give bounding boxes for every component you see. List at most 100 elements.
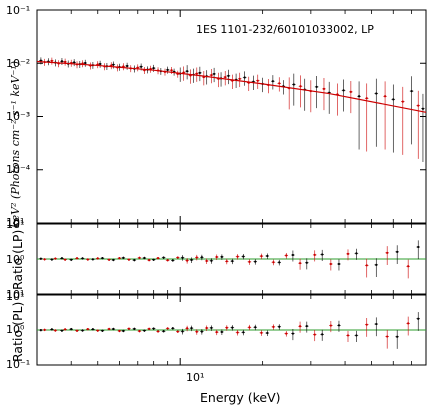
spectrum-data-point (136, 66, 139, 69)
spectrum-data-point (365, 97, 368, 100)
spectrum-data-point (84, 61, 87, 65)
spectrum-data-point (292, 83, 295, 86)
ratio-data-point (195, 256, 198, 259)
spectrum-data-point (224, 75, 227, 79)
ratio-data-point (278, 261, 281, 264)
spectrum-data-point (322, 87, 326, 90)
ratio-data-point (272, 325, 275, 328)
ratio-data-point (407, 322, 410, 325)
ratio-data-point (355, 252, 358, 255)
ratio-data-point (195, 330, 198, 333)
ratio-data-point (64, 258, 67, 261)
y-tick-label: 10⁰ (6, 323, 25, 336)
spectrum-data-point (271, 80, 274, 83)
ratio-data-point (39, 257, 42, 260)
ratio-data-point (242, 255, 245, 258)
ratio-data-point (162, 330, 165, 333)
y-tick-label: 10⁰ (6, 253, 25, 266)
y-tick-label: 10⁻¹ (6, 4, 30, 17)
ratio-data-point (43, 258, 46, 261)
spectrum-data-point (50, 59, 53, 62)
spectrum-data-point (375, 92, 378, 95)
ratio-data-point (91, 258, 94, 261)
ratio-data-point (60, 329, 64, 332)
spectrum-data-point (195, 72, 198, 75)
y-tick-label: 10⁻² (6, 57, 30, 70)
spectrum-data-point (315, 85, 318, 88)
spectrum-data-point (299, 85, 302, 88)
ratio-data-point (176, 256, 179, 259)
spectrum-data-point (73, 61, 76, 64)
ratio-lp-panel: 10¹ 10⁰ 10¹ Ratio (LP) (6, 218, 427, 301)
ratio-data-point (190, 258, 193, 262)
spectrum-data-point (238, 77, 241, 80)
spectrum-data-point (342, 89, 345, 92)
spectrum-data-point (383, 95, 387, 98)
ratio-data-point (186, 327, 189, 330)
ratio-data-point (242, 331, 245, 334)
ratio-data-point (138, 256, 141, 259)
y-tick-label: 10⁻⁴ (6, 163, 31, 176)
ratio-data-point (220, 255, 223, 258)
ratio-data-point (148, 259, 151, 262)
spectrum-annotation: 1ES 1101-232/60101033002, LP (196, 23, 374, 36)
ratio-data-point (112, 258, 115, 262)
ratio-data-point (321, 253, 324, 256)
ratio-data-point (122, 256, 125, 259)
spectrum-data-point (357, 95, 361, 98)
ratio-data-point (127, 327, 131, 330)
spectrum-data-point (140, 65, 143, 68)
ratio-data-point (337, 262, 341, 266)
ratio-data-point (396, 250, 399, 253)
ratio-data-point (260, 331, 263, 334)
ratio-data-point (50, 328, 53, 331)
ratio-data-point (107, 327, 111, 331)
spectrum-data-point (392, 98, 395, 101)
spectrum-data-point (152, 67, 155, 70)
ratio-data-point (176, 330, 179, 333)
spectrum-data-point (99, 62, 102, 66)
spectrum-data-point (166, 68, 169, 72)
ratio-data-point (355, 334, 358, 337)
ratio-data-point (407, 265, 410, 268)
ratio-data-point (181, 256, 184, 259)
ratio-data-point (210, 326, 213, 329)
ratio-data-point (107, 258, 111, 261)
ratio-data-point (260, 255, 263, 258)
ratio-data-point (39, 329, 42, 332)
ratio-data-point (91, 328, 94, 331)
y-tick-label: 10⁻³ (6, 110, 30, 123)
ratio-data-point (329, 262, 332, 266)
ratio-data-point (375, 263, 378, 266)
spectrum-data-point (421, 107, 425, 110)
ratio-data-point (96, 329, 99, 332)
ratio-data-point (171, 259, 174, 262)
spectrum-data-point (349, 90, 352, 93)
ratio-data-point (248, 326, 251, 329)
spectrum-data-point (243, 76, 246, 79)
ratio-data-point (337, 324, 341, 327)
spectrum-data-point (401, 100, 404, 103)
ratio-data-point (375, 322, 378, 326)
ratio-data-point (329, 324, 332, 327)
spectrum-data-point (60, 60, 64, 63)
ratio-data-point (54, 329, 57, 332)
ratio-data-point (166, 327, 169, 330)
ratio-data-point (417, 317, 420, 320)
ratio-data-point (278, 325, 281, 328)
ratio-data-point (148, 327, 151, 330)
ratio-data-point (285, 254, 288, 257)
ratio-data-point (50, 258, 53, 261)
ratio-data-point (236, 331, 239, 334)
spectrum-data-point (278, 82, 281, 85)
ratio-data-point (205, 259, 208, 263)
ratio-data-point (81, 329, 84, 332)
spectrum-y-axis-label: keV² (Photons cm⁻² s⁻¹ keV⁻¹) (9, 61, 22, 228)
ratio-data-point (166, 259, 169, 262)
spectrum-data-point (186, 70, 189, 73)
ratio-data-point (266, 331, 269, 335)
ratio-data-point (254, 326, 257, 329)
ratio-data-point (81, 257, 84, 260)
ratio-data-point (305, 261, 308, 264)
